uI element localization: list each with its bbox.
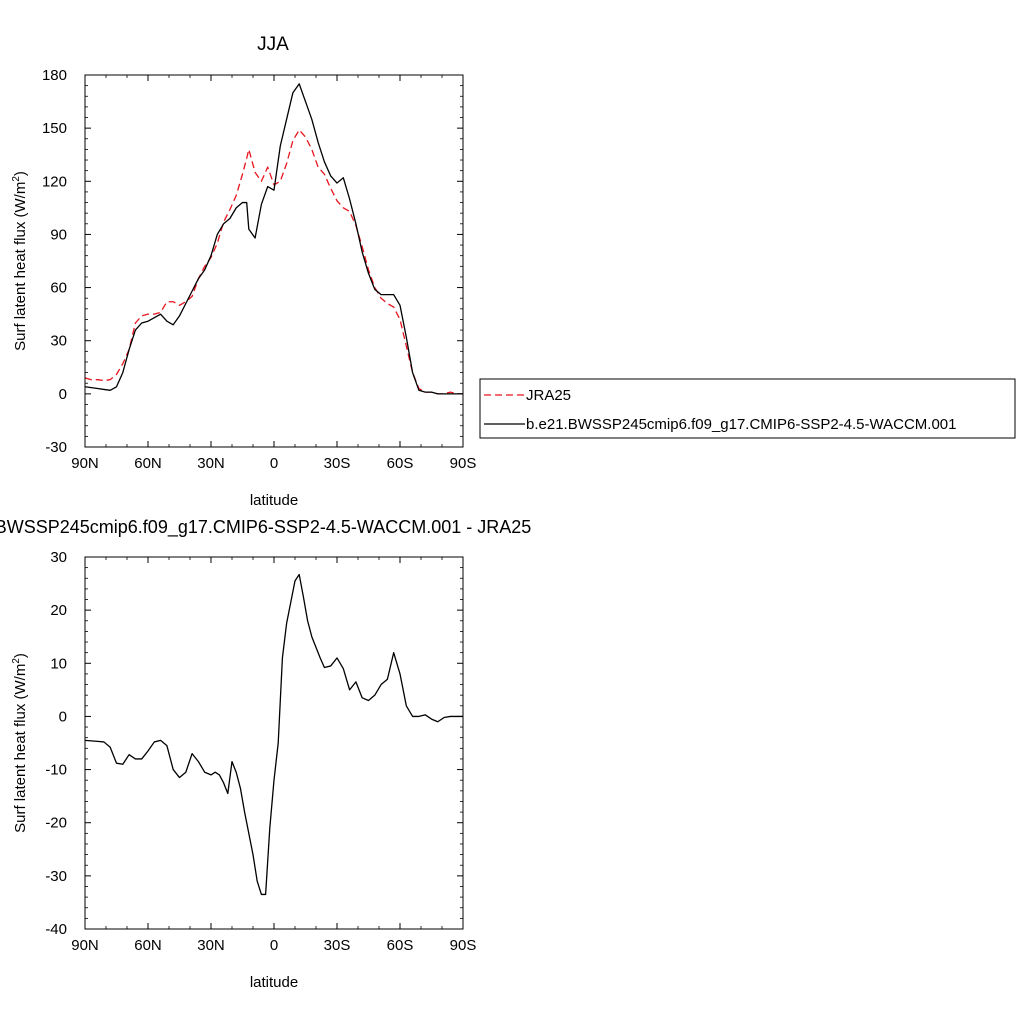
top-panel: 90N 60N 30N 0 30S 60S 90S -30 0 30 60 90 120 150 180 JJ… [11,34,476,509]
y-tick-label: 60 [50,280,67,297]
plot-frame [84,556,464,930]
series-line-difference [85,573,463,896]
x-axis-label: latitude [250,492,298,509]
y-tick-label: -30 [45,868,67,885]
y-tick-label: 90 [50,226,67,243]
y-axis-label-close: ) [12,171,29,176]
y-axis-label-text: Surf latent heat flux (W/m [12,182,29,351]
x-tick-label: 0 [270,937,278,954]
x-tick-label: 60N [134,455,162,472]
x-tick-label: 30S [324,937,351,954]
y-tick-label: 20 [50,602,67,619]
y-axis-label: Surf latent heat flux (W/m2) [11,653,29,833]
bottom-panel: 90N 60N 30N 0 30S 60S 90S -40 -30 -20 -10 0 10 20 30 b.… [0,517,531,991]
series-line-model [85,83,463,395]
y-tick-label: -10 [45,762,67,779]
y-tick-label: -40 [45,921,67,938]
y-tick-label: -20 [45,815,67,832]
chart-title: JJA [257,34,289,55]
y-tick-label: 30 [50,549,67,566]
y-tick-label: 0 [59,386,67,403]
x-tick-label: 90N [71,455,99,472]
y-tick-label: -30 [45,439,67,456]
x-tick-label: 30S [324,455,351,472]
series-line-jra25 [85,129,463,395]
y-axis-label-close: ) [12,653,29,658]
x-tick-label: 30N [197,455,225,472]
x-tick-label: 90S [450,455,477,472]
legend-entry: b.e21.BWSSP245cmip6.f09_g17.CMIP6-SSP2-4… [526,416,956,433]
y-tick-label: 150 [42,120,67,137]
y-axis-label: Surf latent heat flux (W/m2) [11,171,29,351]
legend-entry: JRA25 [526,387,571,404]
y-axis-label-superscript: 2 [11,658,22,664]
y-tick-label: 120 [42,173,67,190]
x-tick-label: 60N [134,937,162,954]
chart-title: b.e21.BWSSP245cmip6.f09_g17.CMIP6-SSP2-4… [0,517,531,538]
legend: JRA25 b.e21.BWSSP245cmip6.f09_g17.CMIP6-S… [479,378,1016,439]
y-tick-label: 30 [50,333,67,350]
x-tick-label: 60S [387,455,414,472]
y-tick-label: 10 [50,655,67,672]
legend-box [479,378,1016,439]
x-tick-label: 90N [71,937,99,954]
y-tick-label: 180 [42,67,67,84]
y-tick-label: 0 [59,708,67,725]
y-axis-label-text: Surf latent heat flux (W/m [12,664,29,833]
x-axis-label: latitude [250,974,298,991]
plot-frame [84,74,464,448]
x-tick-label: 60S [387,937,414,954]
x-tick-label: 30N [197,937,225,954]
x-tick-label: 0 [270,455,278,472]
y-axis-label-superscript: 2 [11,176,22,182]
x-tick-label: 90S [450,937,477,954]
